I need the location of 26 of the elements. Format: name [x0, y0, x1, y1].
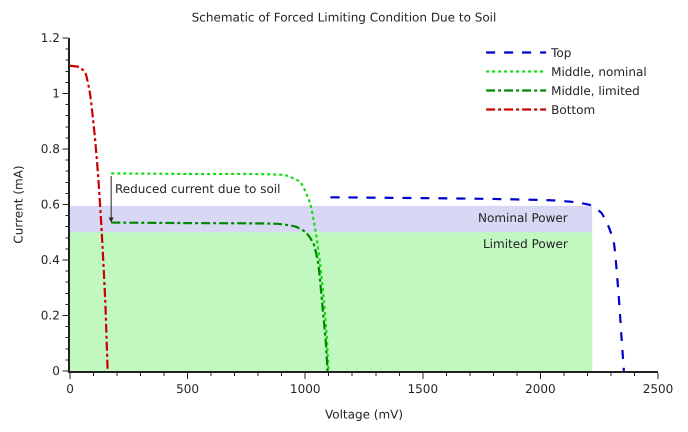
y-tick-label: 0	[52, 364, 60, 378]
y-tick-label: 1.2	[40, 31, 60, 46]
x-tick-label: 0	[66, 382, 74, 396]
x-axis-title: Voltage (mV)	[324, 408, 404, 422]
y-tick-label: 0.4	[40, 253, 60, 268]
y-tick-label: 0.8	[40, 142, 60, 156]
line-series	[70, 64, 109, 371]
annotation: Nominal Power	[478, 211, 568, 225]
x-tick-label: 1500	[408, 382, 438, 396]
legend-label: Middle, nominal	[551, 65, 647, 80]
line-series	[329, 196, 625, 371]
y-tick-label: 0.6	[40, 198, 60, 212]
annotation: Limited Power	[483, 237, 568, 251]
annotation: Reduced current due to soil	[115, 182, 280, 196]
x-tick-label: 2500	[642, 382, 674, 396]
legend-label: Bottom	[551, 103, 596, 118]
chart-title: Schematic of Forced Limiting Condition Due to Soil	[192, 10, 496, 24]
x-tick-label: 2000	[525, 382, 556, 396]
x-tick-label: 1000	[290, 382, 320, 396]
legend-label: Middle, limited	[551, 84, 640, 98]
y-tick-label: 0.2	[40, 308, 60, 323]
y-tick-label: 1	[52, 86, 60, 101]
line-series	[110, 172, 330, 371]
x-tick-label: 500	[176, 382, 200, 396]
legend-label: Top	[550, 46, 572, 60]
y-axis-title: Current (mA)	[12, 165, 26, 244]
